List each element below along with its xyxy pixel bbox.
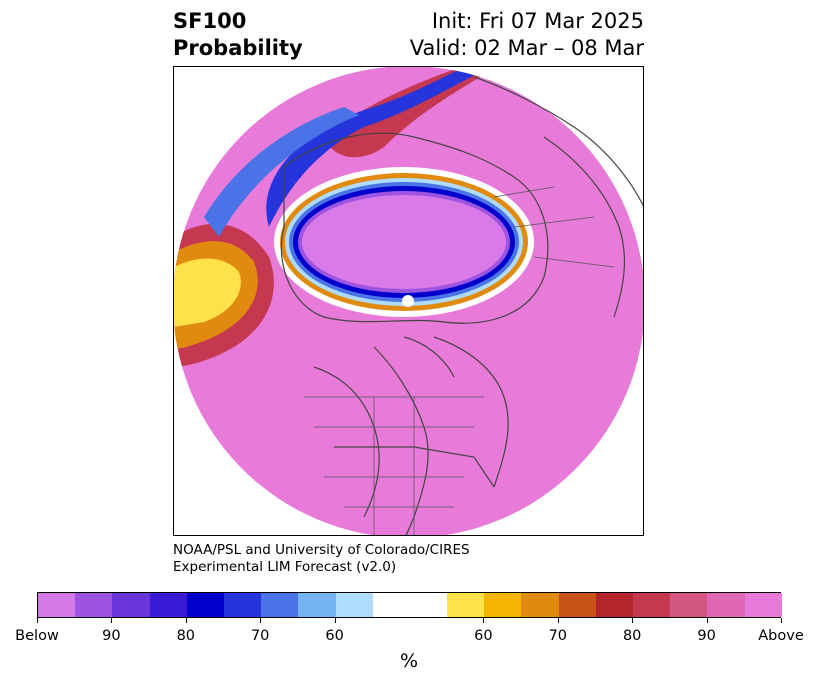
polar-map bbox=[173, 66, 644, 536]
colorbar-segment bbox=[595, 593, 634, 617]
colorbar-tick bbox=[37, 618, 38, 623]
colorbar-tick bbox=[706, 618, 708, 623]
map-svg bbox=[174, 67, 643, 535]
colorbar-tick bbox=[260, 618, 262, 623]
colorbar-segment bbox=[261, 593, 299, 617]
product-name: Probability bbox=[173, 36, 303, 60]
colorbar-ticks: Below 90 80 70 60 60 70 80 90 Above bbox=[0, 618, 819, 644]
colorbar-segment bbox=[112, 593, 150, 617]
valid-range: Valid: 02 Mar – 08 Mar bbox=[409, 36, 644, 60]
colorbar-tick bbox=[185, 618, 187, 623]
init-date: Init: Fri 07 Mar 2025 bbox=[431, 9, 644, 33]
colorbar-segment bbox=[447, 593, 485, 617]
map-title-left: SF100 Probability bbox=[173, 8, 303, 62]
colorbar-segment bbox=[298, 593, 336, 617]
colorbar-tick-label: 70 bbox=[548, 628, 568, 644]
colorbar-tick bbox=[557, 618, 559, 623]
cold-band-west bbox=[266, 67, 504, 227]
colorbar-tick-label: Above bbox=[758, 628, 804, 644]
colorbar-segment bbox=[38, 593, 76, 617]
colorbar-tick-label: 60 bbox=[325, 628, 344, 644]
colorbar-tick bbox=[111, 618, 113, 623]
colorbar-tick bbox=[632, 618, 634, 623]
credit-text: NOAA/PSL and University of Colorado/CIRE… bbox=[173, 542, 470, 576]
colorbar-segment bbox=[149, 593, 187, 617]
credit-line-2: Experimental LIM Forecast (v2.0) bbox=[173, 559, 397, 575]
colorbar-tick-label: 80 bbox=[622, 628, 642, 644]
colorbar-segment bbox=[558, 593, 596, 617]
colorbar-tick bbox=[781, 618, 782, 623]
colorbar-segment bbox=[670, 593, 708, 617]
colorbar-segment bbox=[707, 593, 745, 617]
colorbar-tick-label: 70 bbox=[250, 628, 270, 644]
map-title-right: Init: Fri 07 Mar 2025 Valid: 02 Mar – 08… bbox=[410, 8, 644, 62]
colorbar-segment bbox=[521, 593, 559, 617]
colorbar-tick bbox=[334, 618, 336, 623]
colorbar-tick-label: 60 bbox=[474, 628, 493, 644]
colorbar-unit-label: % bbox=[399, 650, 419, 672]
pole-hole bbox=[402, 295, 414, 307]
variable-name: SF100 bbox=[173, 9, 247, 33]
colorbar-segment bbox=[633, 593, 671, 617]
warm-anomaly-west-peak bbox=[174, 258, 241, 327]
probability-field bbox=[174, 67, 643, 535]
colorbar bbox=[37, 592, 782, 618]
below-normal-core bbox=[302, 195, 506, 289]
colorbar-tick-label: 90 bbox=[697, 628, 716, 644]
colorbar-tick-label: 80 bbox=[176, 628, 196, 644]
credit-line-1: NOAA/PSL and University of Colorado/CIRE… bbox=[173, 542, 470, 558]
colorbar-segment bbox=[372, 593, 448, 617]
colorbar-segment bbox=[484, 593, 522, 617]
political-borders bbox=[304, 186, 615, 535]
colorbar-segment bbox=[335, 593, 373, 617]
colorbar-tick-label: Below bbox=[15, 628, 59, 644]
colorbar-segment bbox=[744, 593, 782, 617]
colorbar-tick bbox=[483, 618, 485, 623]
colorbar-segment bbox=[223, 593, 262, 617]
cold-band-outer bbox=[204, 107, 359, 237]
colorbar-segment bbox=[186, 593, 224, 617]
colorbar-segment bbox=[75, 593, 113, 617]
colorbar-tick-label: 90 bbox=[102, 628, 121, 644]
